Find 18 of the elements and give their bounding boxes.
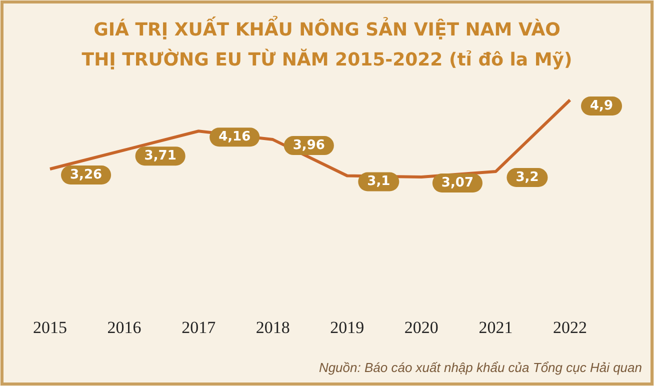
data-label: 4,16 [218,130,251,145]
x-tick-label: 2016 [107,318,142,337]
data-label: 3,07 [441,176,474,190]
data-label: 3,26 [70,168,102,183]
data-label: 3,71 [144,148,176,164]
x-tick-label: 2022 [553,318,587,337]
x-tick-label: 2015 [33,318,67,337]
data-label: 3,1 [367,174,390,190]
x-tick-label: 2020 [404,318,438,337]
data-label: 3,96 [292,138,325,154]
chart-title: GIÁ TRỊ XUẤT KHẨU NÔNG SẢN VIỆT NAM VÀO THỊ TRƯỜNG EU TỪ NĂM 2015-2022 (tỉ đô la Mỹ) [82,16,572,70]
data-label: 3,2 [516,170,539,186]
x-tick-label: 2018 [256,318,290,337]
x-tick-label: 2021 [478,318,513,337]
text: Nguồn: Báo cáo xuất nhập khẩu của Tổng cục Hải quan [318,360,642,375]
x-tick-label: 2017 [182,318,216,337]
data-label: 4,9 [590,98,614,114]
x-tick-label: 2019 [330,318,364,337]
